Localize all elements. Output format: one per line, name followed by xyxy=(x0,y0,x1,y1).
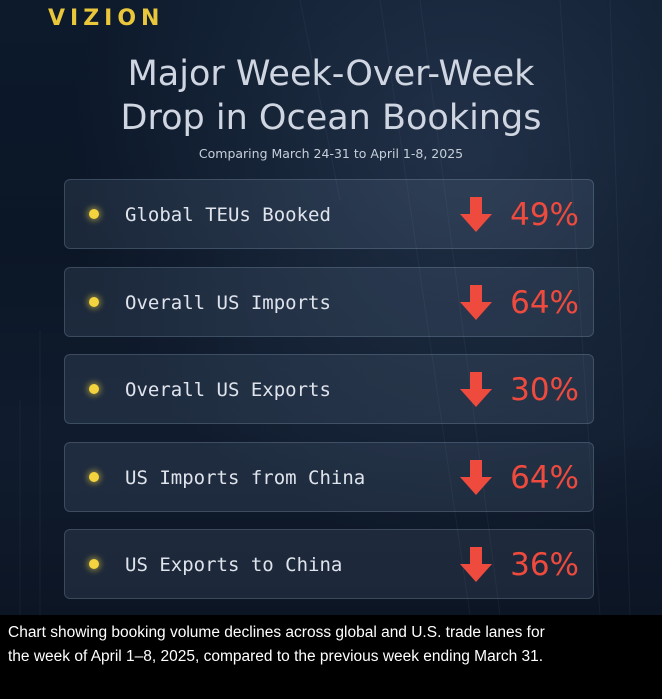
title-line-2: Drop in Ocean Bookings xyxy=(120,98,542,138)
subtitle: Comparing March 24-31 to April 1-8, 2025 xyxy=(198,146,464,161)
arrow-down-icon xyxy=(460,372,492,407)
caption-line-2: the week of April 1–8, 2025, compared to… xyxy=(8,648,544,665)
title-line-1: Major Week-Over-Week xyxy=(127,54,535,94)
stat-value: 49% xyxy=(510,197,579,233)
stat-value: 64% xyxy=(510,284,579,321)
stat-value: 64% xyxy=(510,459,579,496)
stat-row-us-exports: Overall US Exports 30% xyxy=(64,354,594,424)
arrow-down-icon xyxy=(460,547,492,582)
stat-row-us-exports-china: US Exports to China 36% xyxy=(64,529,594,599)
arrow-down-icon xyxy=(460,197,492,232)
stat-row-global-teus: Global TEUs Booked 49% xyxy=(64,179,594,249)
caption-line-1: Chart showing booking volume declines ac… xyxy=(8,624,545,641)
infographic: VIZION Major Week-Over-Week Drop in Ocea… xyxy=(0,0,662,615)
stat-label: US Exports to China xyxy=(125,554,343,576)
yellow-dot-icon xyxy=(89,296,99,307)
image-caption: Chart showing booking volume declines ac… xyxy=(8,621,658,669)
stat-label: US Imports from China xyxy=(125,466,366,489)
yellow-dot-icon xyxy=(89,384,99,394)
stat-value: 36% xyxy=(510,547,579,583)
stat-value: 30% xyxy=(510,372,579,408)
stat-label: Overall US Imports xyxy=(125,291,331,314)
yellow-dot-icon xyxy=(89,471,99,482)
brand-logo: VIZION xyxy=(48,6,165,31)
stat-label: Overall US Exports xyxy=(125,379,331,401)
stat-label: Global TEUs Booked xyxy=(125,204,331,226)
page-title: Major Week-Over-Week Drop in Ocean Booki… xyxy=(0,52,662,140)
arrow-down-icon xyxy=(460,459,492,495)
yellow-dot-icon xyxy=(89,209,99,219)
stat-row-us-imports-china: US Imports from China 64% xyxy=(64,441,594,512)
stat-row-us-imports: Overall US Imports 64% xyxy=(64,266,594,337)
arrow-down-icon xyxy=(460,284,492,320)
stats-list: Global TEUs Booked 49% Overall US Import… xyxy=(64,179,594,615)
yellow-dot-icon xyxy=(89,559,99,569)
